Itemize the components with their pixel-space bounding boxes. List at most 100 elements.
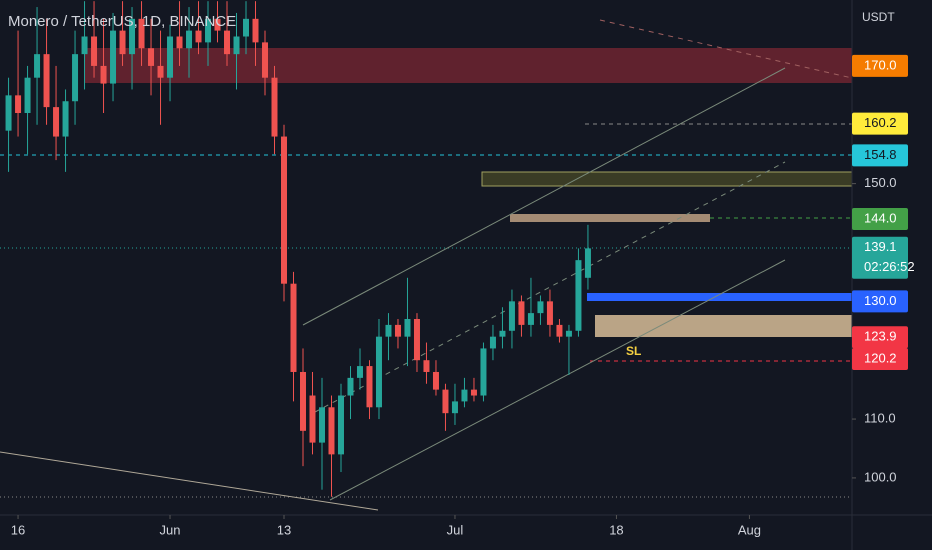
candles bbox=[5, 1, 591, 497]
candle-body bbox=[518, 301, 525, 325]
x-tick-label: 13 bbox=[277, 522, 291, 537]
candle-body bbox=[186, 30, 193, 49]
candle-body bbox=[15, 95, 22, 114]
candle-body bbox=[394, 324, 401, 337]
x-tick-label: 18 bbox=[609, 522, 623, 537]
candle-body bbox=[328, 407, 335, 455]
candle-body bbox=[347, 377, 354, 396]
candle-body bbox=[167, 36, 174, 78]
candle-body bbox=[480, 348, 487, 396]
candle-body bbox=[470, 389, 477, 396]
candle-body bbox=[366, 366, 373, 408]
channel-line bbox=[314, 161, 786, 413]
candle-body bbox=[110, 30, 117, 84]
x-tick-label: Jun bbox=[160, 522, 181, 537]
candle-body bbox=[262, 42, 269, 78]
price-label: 144.0 bbox=[864, 210, 897, 225]
candle-body bbox=[290, 283, 297, 372]
candle-body bbox=[546, 301, 553, 325]
last-price-box bbox=[852, 236, 908, 279]
candle-body bbox=[5, 95, 12, 131]
y-tick-label: 100.0 bbox=[864, 469, 897, 484]
candle-body bbox=[489, 336, 496, 349]
x-tick-label: 16 bbox=[11, 522, 25, 537]
price-label: 170.0 bbox=[864, 57, 897, 72]
channel-line bbox=[329, 259, 786, 501]
candle-body bbox=[53, 107, 60, 137]
trend-line bbox=[0, 451, 379, 511]
candle-body bbox=[461, 389, 468, 402]
price-label-box bbox=[852, 326, 908, 349]
candle-body bbox=[43, 54, 50, 108]
candle-body bbox=[205, 18, 212, 43]
channel-line bbox=[302, 67, 786, 326]
price-label-box bbox=[852, 207, 908, 230]
candle-body bbox=[34, 54, 41, 78]
candle-body bbox=[157, 65, 164, 78]
target-zone bbox=[510, 214, 710, 222]
candle-body bbox=[309, 395, 316, 443]
price-label-box bbox=[852, 144, 908, 167]
annotation: SL bbox=[626, 344, 641, 358]
candle-body bbox=[299, 371, 306, 431]
candle-body bbox=[100, 65, 107, 84]
candle-body bbox=[537, 301, 544, 314]
candle-body bbox=[584, 248, 591, 278]
candle-body bbox=[508, 301, 515, 331]
candle-body bbox=[72, 54, 79, 102]
zone bbox=[481, 171, 852, 187]
candle-body bbox=[575, 260, 582, 331]
candle-body bbox=[527, 313, 534, 325]
price-label-box bbox=[852, 348, 908, 371]
chart-title: Monero / TetherUS, 1D, BINANCE bbox=[8, 13, 236, 30]
x-tick-label: Aug bbox=[738, 522, 761, 537]
resistance-zone bbox=[85, 48, 852, 83]
candle-body bbox=[499, 330, 506, 337]
price-label: 154.8 bbox=[864, 147, 897, 162]
candle-body bbox=[385, 324, 392, 337]
candle-body bbox=[233, 36, 240, 55]
y-tick-label: 150.0 bbox=[864, 175, 897, 190]
candle-body bbox=[195, 30, 202, 43]
currency: USDT bbox=[862, 10, 895, 24]
candle-body bbox=[281, 136, 287, 284]
candle-body bbox=[81, 36, 88, 55]
price-label: 130.0 bbox=[864, 293, 897, 308]
level-line bbox=[587, 293, 852, 301]
countdown: 02:26:52 bbox=[864, 259, 915, 274]
candle-body bbox=[119, 30, 126, 55]
candle-body bbox=[442, 389, 449, 414]
candle-body bbox=[337, 395, 344, 455]
price-label: 160.2 bbox=[864, 115, 897, 130]
price-label: 120.2 bbox=[864, 350, 897, 365]
candle-body bbox=[451, 401, 458, 414]
price-label: 123.9 bbox=[864, 329, 897, 344]
trend-line bbox=[599, 19, 852, 79]
candle-body bbox=[318, 407, 325, 443]
candle-body bbox=[129, 18, 136, 55]
price-label-box bbox=[852, 54, 908, 77]
price-label-box bbox=[852, 112, 908, 135]
candle-body bbox=[565, 330, 572, 337]
candle-body bbox=[214, 18, 221, 31]
candle-body bbox=[356, 366, 363, 378]
candle-body bbox=[176, 36, 183, 49]
entry-zone bbox=[595, 315, 852, 337]
candle-body bbox=[404, 319, 411, 337]
candle-body bbox=[24, 77, 31, 114]
candle-body bbox=[252, 18, 259, 43]
y-tick-label: 110.0 bbox=[864, 411, 896, 426]
last-price-label: 139.1 bbox=[864, 239, 897, 254]
candle-body bbox=[62, 101, 69, 137]
candle-body bbox=[271, 77, 278, 137]
candle-body bbox=[224, 30, 231, 55]
candle-body bbox=[432, 371, 439, 390]
candle-body bbox=[138, 18, 145, 49]
candle-body bbox=[243, 18, 250, 37]
drawings bbox=[0, 19, 852, 511]
candle-body bbox=[91, 36, 98, 66]
price-label-box bbox=[852, 290, 908, 313]
